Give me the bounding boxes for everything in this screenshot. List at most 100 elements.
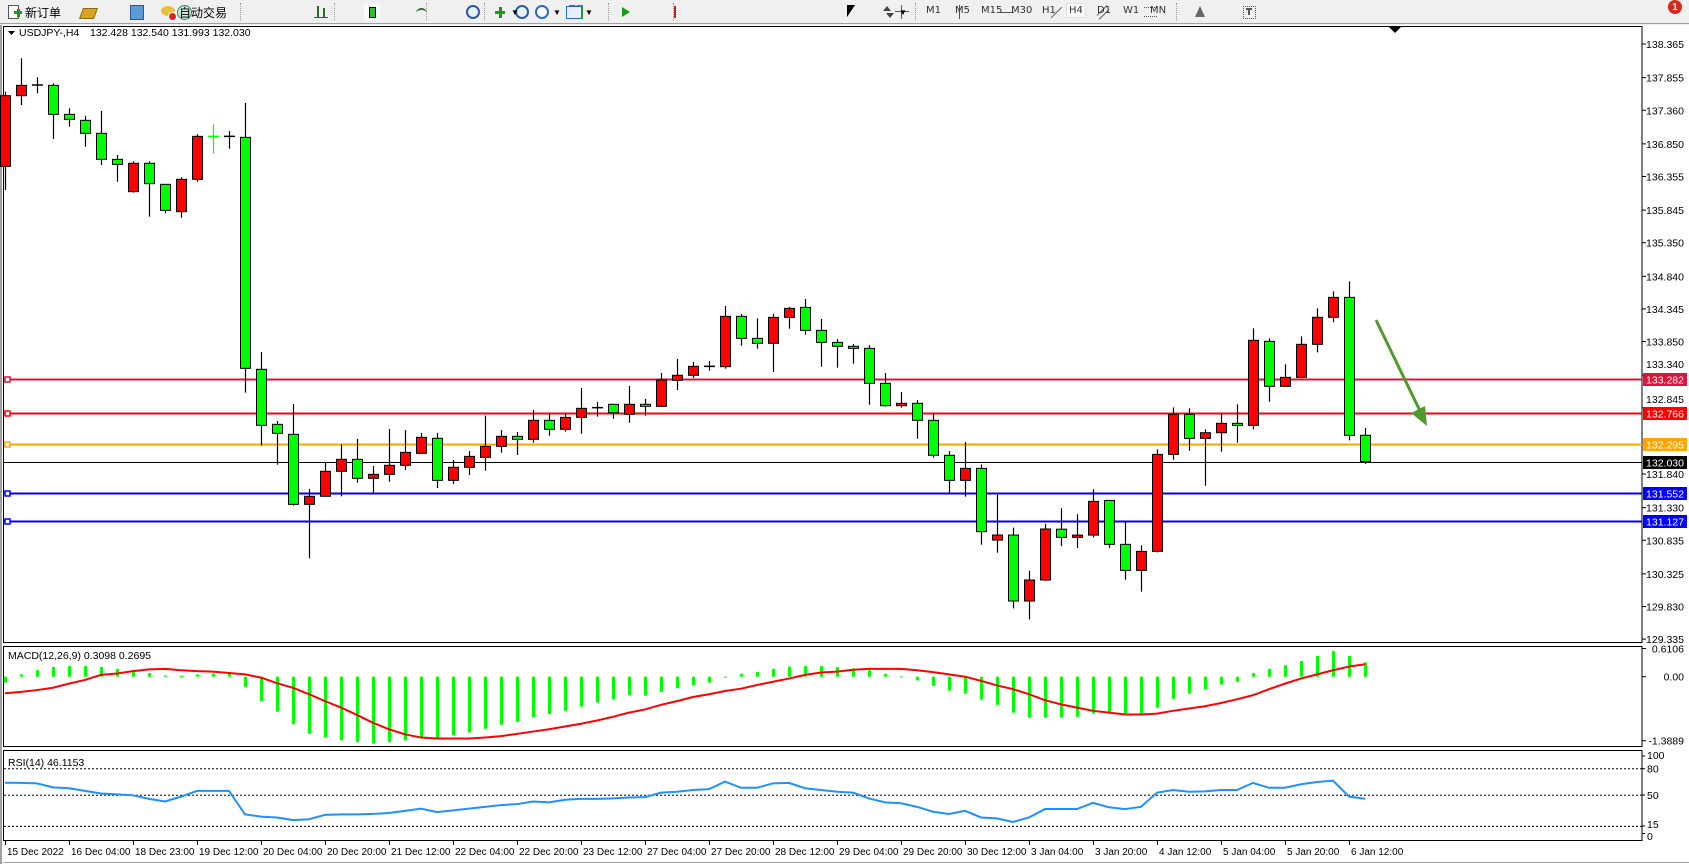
timeframe-w1[interactable]: W1 bbox=[1123, 5, 1140, 16]
candle bbox=[624, 385, 635, 423]
candle bbox=[912, 399, 923, 439]
candle-body bbox=[416, 436, 427, 454]
price-tick-label: 135.845 bbox=[1646, 205, 1684, 217]
candle-body bbox=[528, 419, 539, 440]
timeframe-m15[interactable]: M15 bbox=[981, 5, 1003, 16]
macd-bar bbox=[260, 676, 263, 702]
macd-bar bbox=[1332, 650, 1335, 677]
macd-bar bbox=[132, 671, 135, 677]
macd-bar bbox=[436, 676, 439, 738]
candle-body bbox=[576, 407, 587, 418]
macd-bar bbox=[644, 676, 647, 696]
level-handle[interactable] bbox=[4, 518, 11, 525]
candle-body bbox=[896, 402, 907, 407]
autoscroll-icon[interactable] bbox=[618, 4, 634, 20]
candle bbox=[112, 155, 123, 182]
text-icon[interactable] bbox=[1192, 4, 1208, 20]
macd-bar bbox=[4, 676, 7, 683]
bar-chart-icon[interactable] bbox=[313, 4, 329, 20]
rsi-line bbox=[4, 779, 1366, 823]
candle-body bbox=[1152, 453, 1163, 552]
symbol-menu-icon[interactable] bbox=[8, 31, 15, 35]
macd-bar bbox=[1140, 676, 1143, 714]
candle-body bbox=[1312, 316, 1323, 345]
candle-body bbox=[336, 458, 347, 472]
fibonacci-icon[interactable] bbox=[1143, 4, 1159, 20]
candle bbox=[976, 464, 987, 545]
macd-bar bbox=[788, 666, 791, 677]
candle-body bbox=[192, 135, 203, 180]
candle-body bbox=[80, 119, 91, 134]
level-price-box bbox=[1643, 487, 1687, 500]
macd-bar bbox=[932, 676, 935, 686]
macd-bar bbox=[676, 676, 679, 689]
horizontal-line-icon[interactable] bbox=[999, 4, 1015, 20]
line-chart-icon[interactable] bbox=[414, 4, 430, 20]
candle-body bbox=[288, 433, 299, 505]
signals-icon[interactable] bbox=[176, 4, 192, 20]
level-handle[interactable] bbox=[4, 376, 11, 383]
vertical-line-icon[interactable] bbox=[952, 4, 968, 20]
navigator-icon[interactable] bbox=[128, 4, 145, 20]
new-order-button[interactable]: 新订单 bbox=[6, 2, 61, 22]
arrows-button[interactable]: ▼ bbox=[880, 2, 907, 22]
timeframe-h1[interactable]: H1 bbox=[1042, 5, 1056, 16]
chart-shift-icon[interactable] bbox=[667, 4, 683, 20]
level-price-label: 131.127 bbox=[1646, 517, 1684, 529]
candle-body bbox=[48, 84, 59, 115]
timeframe-mn[interactable]: MN bbox=[1150, 5, 1167, 16]
candle-body bbox=[816, 329, 827, 343]
candle bbox=[608, 403, 619, 419]
candle bbox=[864, 344, 875, 405]
macd-bar bbox=[1364, 662, 1367, 677]
timeframe-m1[interactable]: M1 bbox=[926, 5, 941, 16]
candle-body bbox=[256, 368, 267, 426]
periods-button[interactable]: ▼ bbox=[534, 2, 561, 22]
timeframe-m5[interactable]: M5 bbox=[955, 5, 970, 16]
timeframe-d1[interactable]: D1 bbox=[1097, 5, 1112, 16]
candle bbox=[1040, 523, 1051, 581]
cursor-icon[interactable] bbox=[843, 4, 859, 20]
candle-body bbox=[752, 337, 763, 344]
templates-button[interactable]: ▼ bbox=[566, 2, 593, 22]
level-handle[interactable] bbox=[4, 410, 11, 417]
candle bbox=[688, 361, 699, 379]
trend-arrow-head[interactable] bbox=[1411, 406, 1427, 426]
auto-trading-button[interactable]: 自动交易 bbox=[160, 2, 227, 22]
candle bbox=[816, 319, 827, 367]
time-label: 27 Dec 20:00 bbox=[711, 847, 771, 858]
candle bbox=[784, 307, 795, 329]
level-handle[interactable] bbox=[4, 441, 11, 448]
candle bbox=[1344, 281, 1355, 441]
macd-bar bbox=[244, 676, 247, 687]
price-tick-label: 136.850 bbox=[1646, 139, 1684, 151]
macd-bar bbox=[564, 676, 567, 711]
candle bbox=[1264, 338, 1275, 402]
chart-shift-marker[interactable] bbox=[1389, 27, 1401, 33]
candle-body bbox=[16, 84, 27, 97]
time-label: 27 Dec 04:00 bbox=[647, 847, 707, 858]
timeframe-h4[interactable]: H4 bbox=[1066, 3, 1086, 18]
zoom-in-icon[interactable] bbox=[465, 4, 481, 20]
macd-bar bbox=[628, 676, 631, 696]
crosshair-icon[interactable] bbox=[894, 4, 910, 20]
timeframe-m30[interactable]: M30 bbox=[1011, 5, 1033, 16]
candle-body bbox=[560, 416, 571, 430]
level-handle[interactable] bbox=[4, 490, 11, 497]
candle-body bbox=[1184, 413, 1195, 439]
candle bbox=[960, 442, 971, 497]
macd-bar bbox=[868, 670, 871, 677]
macd-bar bbox=[180, 676, 183, 678]
indicators-button[interactable]: ▼ bbox=[492, 2, 519, 22]
price-tick-label: 131.330 bbox=[1646, 503, 1684, 515]
candle-body bbox=[768, 316, 779, 344]
price-tick-label: 137.360 bbox=[1646, 105, 1684, 117]
text-label-icon[interactable] bbox=[1241, 4, 1257, 20]
candle bbox=[1168, 407, 1179, 460]
trend-arrow-line[interactable] bbox=[1374, 319, 1423, 414]
candle-body bbox=[400, 451, 411, 466]
zoom-out-icon[interactable] bbox=[514, 4, 530, 20]
candlestick-icon[interactable] bbox=[363, 4, 380, 20]
candle bbox=[672, 359, 683, 391]
